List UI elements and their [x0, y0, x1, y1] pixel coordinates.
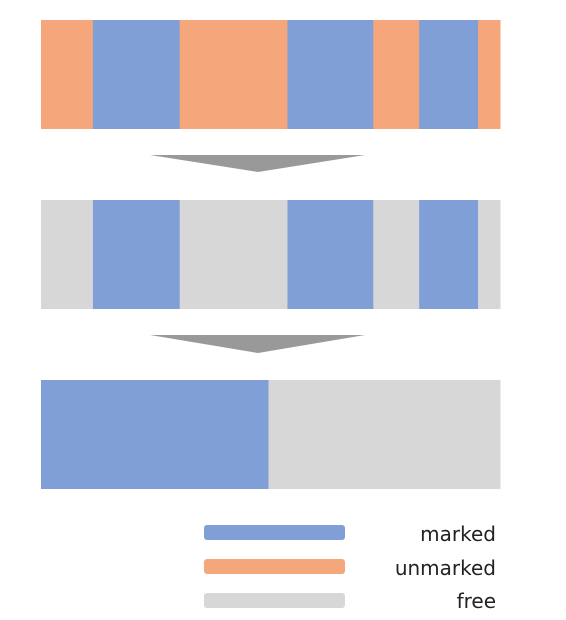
heap-rows [41, 20, 501, 489]
down-arrow-2 [150, 335, 365, 353]
heap-after-sweep-block-free-5 [373, 200, 419, 309]
heap-after-compact-block-free-2 [269, 380, 501, 489]
heap-after-sweep-block-free-7 [478, 200, 500, 309]
heap-before-mark-block-marked-2 [93, 20, 180, 129]
legend-swatch-free [204, 593, 345, 608]
legend-label-marked: marked [420, 522, 496, 546]
heap-before-mark-block-unmarked-3 [180, 20, 288, 129]
legend-swatch-unmarked [204, 559, 345, 574]
heap-before-mark-block-marked-6 [419, 20, 478, 129]
heap-before-mark-block-unmarked-7 [478, 20, 500, 129]
legend-swatch-marked [204, 525, 345, 540]
heap-before-mark-block-marked-4 [287, 20, 373, 129]
legend: marked unmarked free [204, 522, 496, 613]
heap-before-mark-block-unmarked-1 [41, 20, 93, 129]
down-arrow-1 [150, 155, 365, 172]
legend-label-free: free [457, 589, 496, 613]
heap-after-sweep-block-free-1 [41, 200, 93, 309]
heap-after-sweep-block-marked-2 [93, 200, 180, 309]
legend-label-unmarked: unmarked [395, 556, 496, 580]
heap-before-mark-block-unmarked-5 [373, 20, 419, 129]
heap-after-sweep-block-marked-6 [419, 200, 478, 309]
heap-after-sweep-block-free-3 [180, 200, 288, 309]
heap-after-compact-block-marked-1 [41, 380, 269, 489]
heap-after-sweep-block-marked-4 [287, 200, 373, 309]
